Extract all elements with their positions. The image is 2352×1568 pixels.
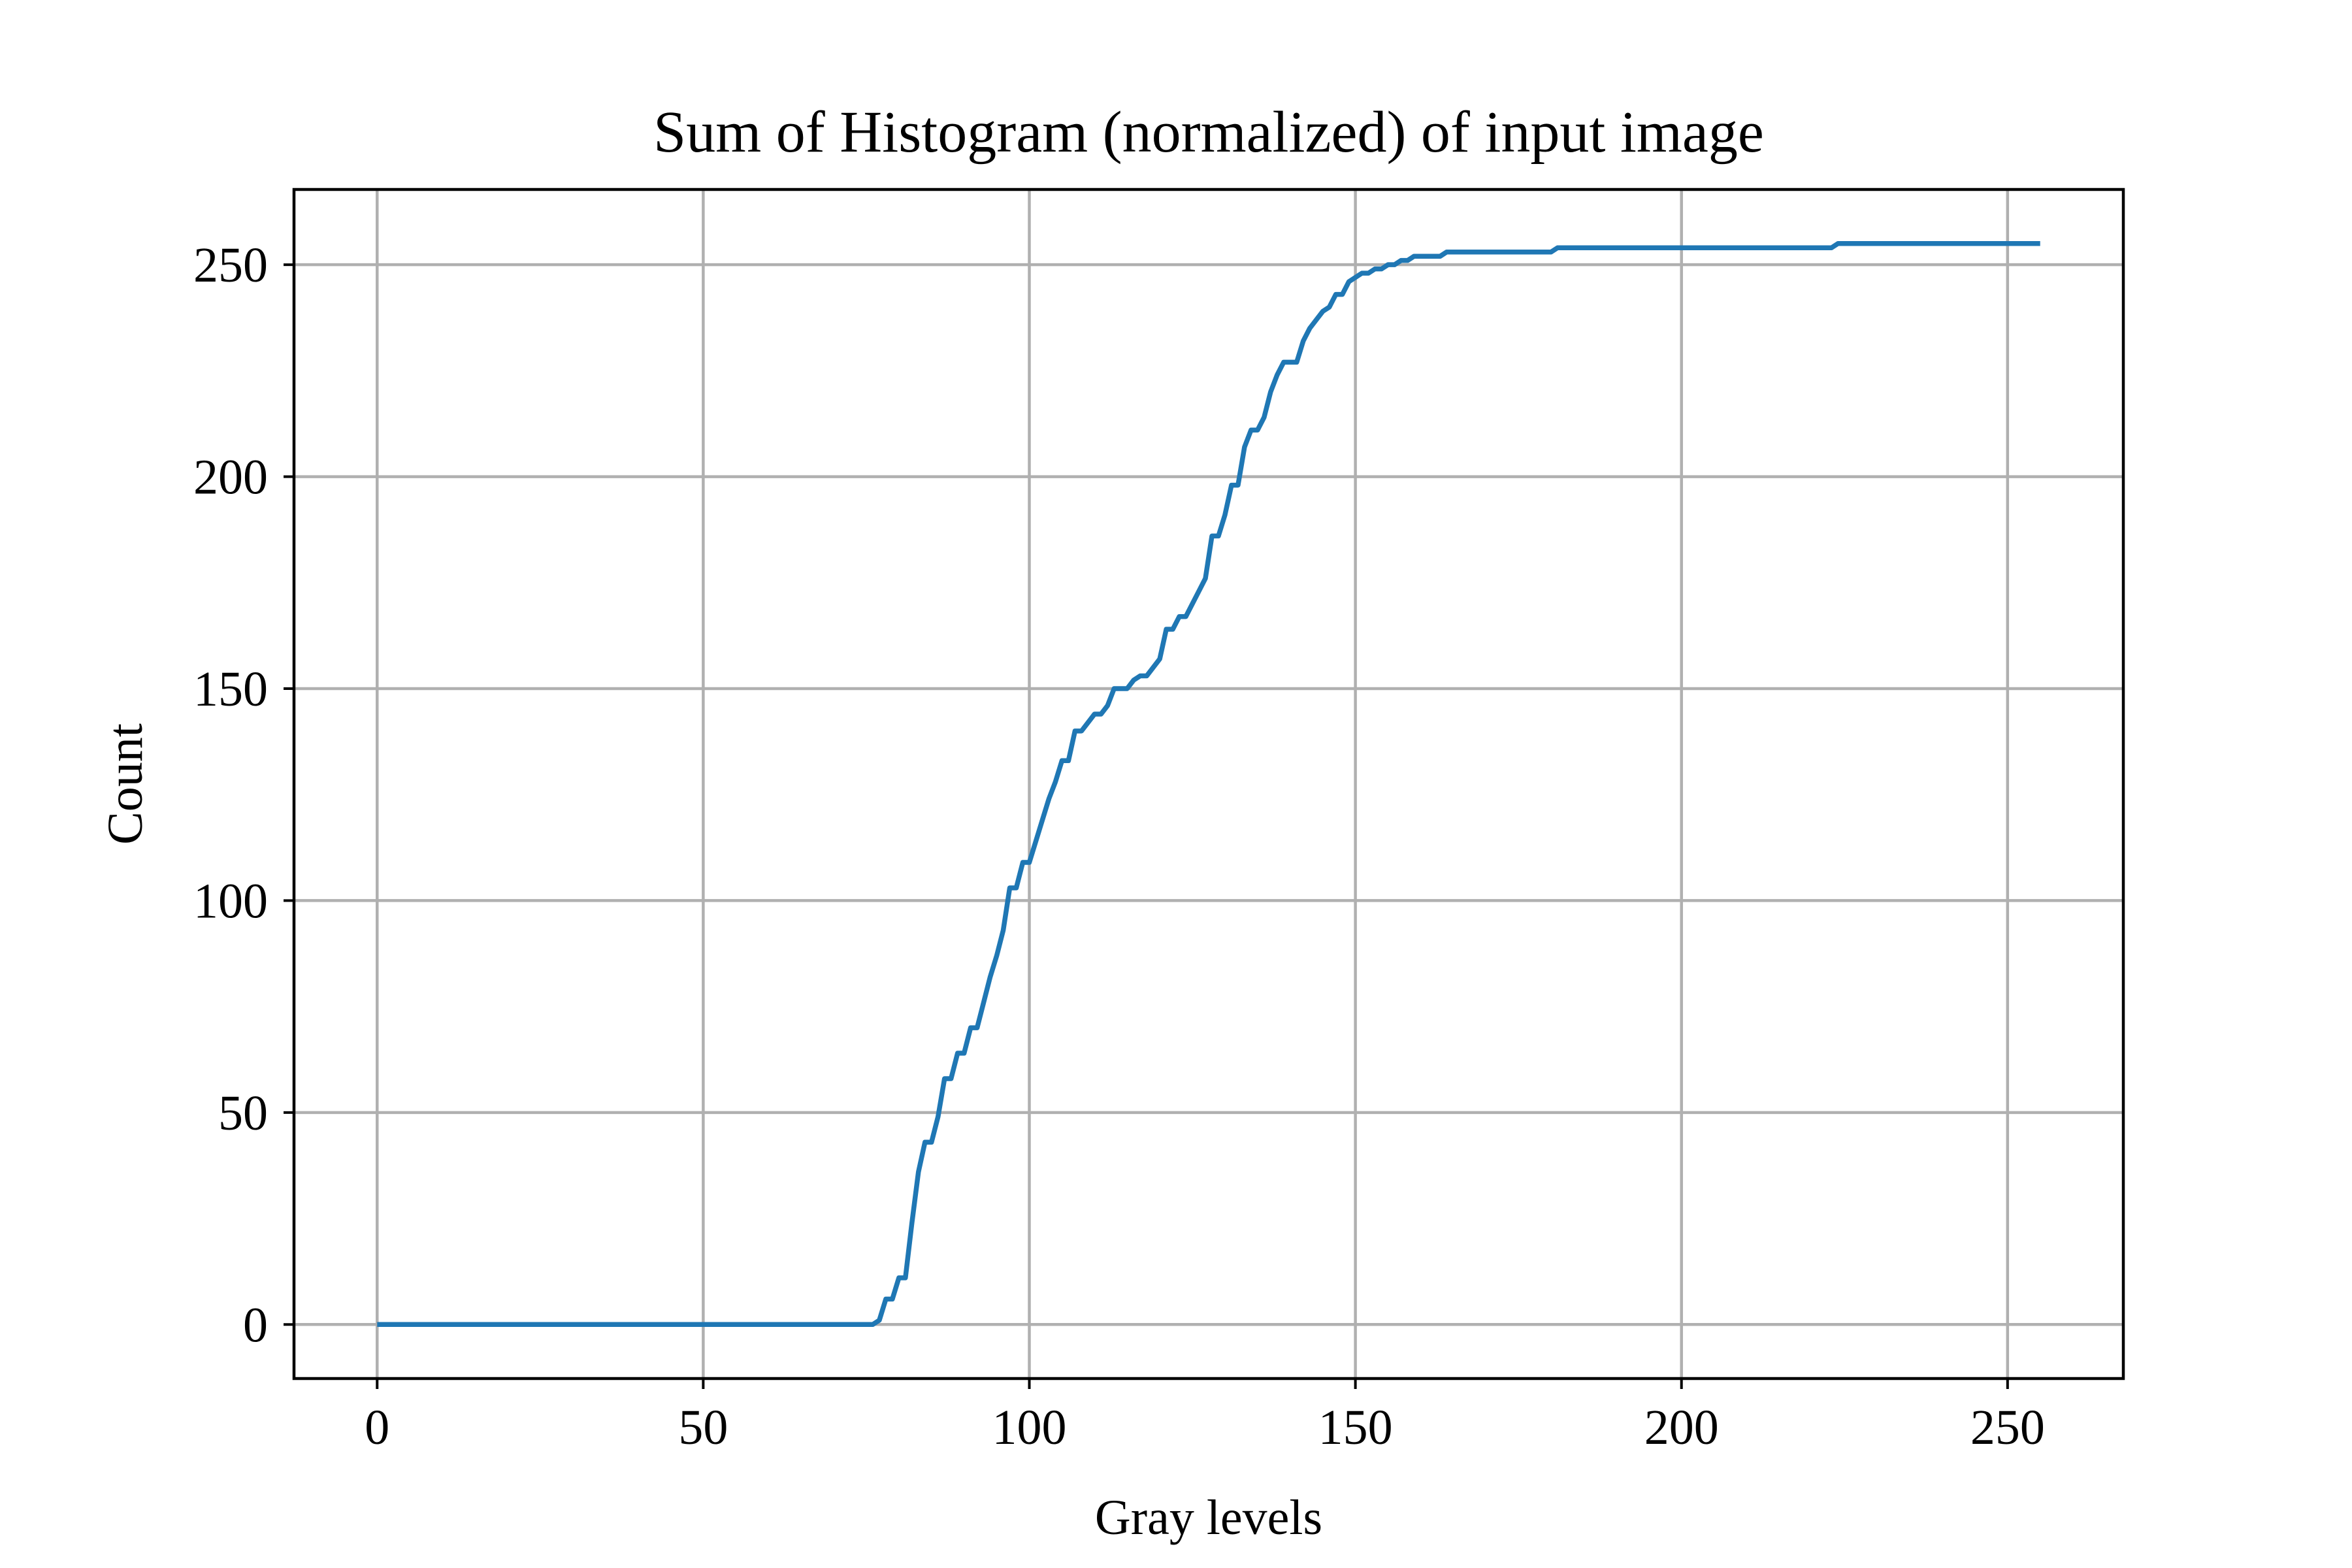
y-tick-label: 250: [193, 238, 268, 293]
x-tick-label: 50: [678, 1400, 728, 1455]
series-line: [377, 240, 2040, 1328]
x-axis-label: Gray levels: [1095, 1490, 1322, 1545]
y-tick-label: 200: [193, 450, 268, 505]
y-tick-label: 50: [218, 1086, 268, 1141]
y-axis-label: Count: [98, 723, 153, 845]
series-layer: [377, 240, 2040, 1328]
x-tick-label: 250: [1970, 1400, 2045, 1455]
plot-frame: [292, 188, 2125, 1380]
y-tick-label: 0: [243, 1298, 268, 1352]
x-tick-label: 0: [365, 1400, 389, 1455]
chart-title: Sum of Histogram (normalized) of input i…: [653, 100, 1764, 165]
x-tick-label: 150: [1318, 1400, 1393, 1455]
x-tick-label: 200: [1644, 1400, 1719, 1455]
y-tick-label: 150: [193, 662, 268, 717]
grid: [294, 189, 2123, 1379]
y-tick-label: 100: [193, 874, 268, 928]
ticks: 0 50 100 150 200 250 0 50 100 150 200 250: [193, 238, 2045, 1455]
x-tick-label: 100: [992, 1400, 1066, 1455]
